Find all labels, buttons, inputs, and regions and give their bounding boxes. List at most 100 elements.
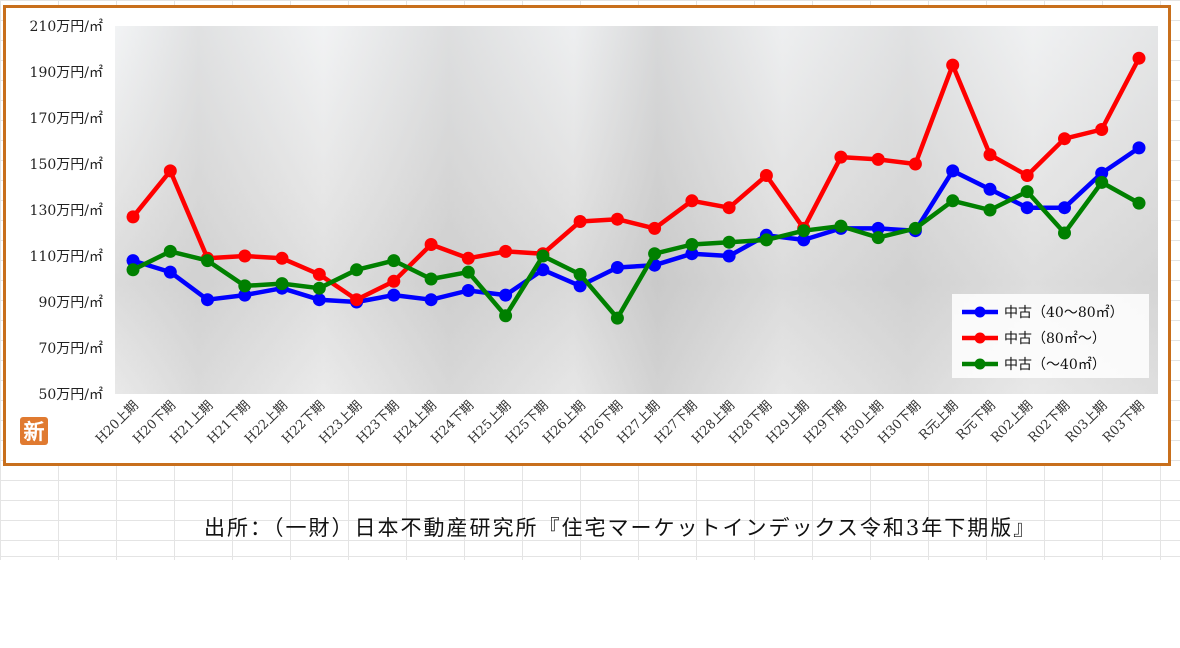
data-point	[499, 244, 513, 258]
data-point	[424, 293, 438, 307]
data-point	[908, 157, 922, 171]
data-point	[573, 215, 587, 228]
data-point	[573, 279, 587, 293]
y-tick-label: 50万円/㎡	[38, 387, 103, 403]
data-point	[722, 201, 736, 215]
data-point	[201, 254, 214, 268]
data-point	[1058, 132, 1071, 146]
data-point	[685, 247, 699, 261]
data-point	[648, 221, 662, 235]
data-point	[201, 293, 214, 307]
data-point	[871, 231, 885, 245]
data-point	[312, 293, 326, 307]
data-point	[834, 150, 848, 164]
y-axis: 50万円/㎡ 70万円/㎡ 90万円/㎡ 110万円/㎡ 130万円/㎡ 150万円/㎡ 1…	[30, 19, 103, 403]
data-point	[946, 58, 960, 72]
data-point	[461, 265, 475, 279]
y-tick-label: 70万円/㎡	[38, 341, 103, 357]
data-point	[461, 284, 475, 297]
data-point	[238, 249, 252, 263]
x-axis: H20上期H20下期H21上期H21下期H22上期H22下期H23上期H23下期…	[93, 398, 1148, 447]
series-line	[131, 57, 1141, 302]
data-point	[983, 182, 997, 196]
data-point	[573, 267, 587, 281]
series-line	[132, 180, 1141, 321]
data-point	[536, 249, 550, 263]
data-point	[722, 235, 736, 249]
data-point	[424, 238, 438, 251]
new-badge-text: 新	[24, 419, 45, 444]
data-point	[461, 251, 475, 265]
data-point	[163, 164, 177, 178]
y-tick-label: 170万円/㎡	[30, 111, 103, 127]
legend-swatch-dot	[974, 358, 986, 370]
data-point	[163, 244, 177, 258]
data-point	[312, 281, 326, 295]
data-point	[238, 279, 252, 293]
data-point	[238, 288, 252, 302]
data-point	[536, 263, 550, 277]
legend-label: 中古（40～80㎡）	[1004, 305, 1124, 321]
data-point	[1132, 51, 1146, 65]
x-tick-label: R元上期	[916, 398, 961, 443]
data-point	[1058, 201, 1071, 215]
data-point	[871, 152, 885, 166]
price-chart: 50万円/㎡ 70万円/㎡ 90万円/㎡ 110万円/㎡ 130万円/㎡ 150万円/㎡ 1…	[20, 19, 1149, 447]
data-point	[387, 288, 401, 302]
data-point	[1020, 201, 1034, 215]
data-point	[499, 288, 513, 302]
data-point	[1132, 196, 1146, 210]
y-tick-label: 130万円/㎡	[30, 203, 103, 219]
data-point	[387, 274, 401, 288]
legend-label: 中古（～40㎡）	[1004, 357, 1106, 373]
data-point	[797, 224, 811, 238]
legend: 中古（40～80㎡） 中古（80㎡～） 中古（～40㎡）	[952, 294, 1149, 378]
data-point	[1132, 141, 1146, 155]
y-tick-label: 150万円/㎡	[30, 157, 103, 173]
legend-label: 中古（80㎡～）	[1004, 331, 1106, 347]
data-point	[126, 263, 140, 277]
data-point	[1095, 123, 1109, 136]
series-line	[132, 146, 1141, 305]
data-point	[275, 251, 289, 265]
series-layer	[126, 51, 1146, 325]
data-point	[610, 212, 624, 226]
y-tick-label: 110万円/㎡	[30, 249, 103, 265]
data-point	[685, 194, 699, 208]
data-point	[871, 221, 885, 235]
new-badge: 新	[20, 417, 48, 445]
data-point	[797, 233, 811, 247]
data-point	[610, 311, 624, 325]
data-point	[908, 221, 922, 235]
data-point	[499, 309, 513, 323]
y-tick-label: 190万円/㎡	[30, 65, 103, 81]
data-point	[759, 233, 773, 247]
legend-swatch-dot	[974, 306, 986, 318]
data-point	[350, 293, 364, 307]
data-point	[350, 263, 364, 277]
data-point	[1058, 226, 1071, 240]
data-point	[1020, 185, 1034, 199]
y-tick-label: 90万円/㎡	[38, 295, 103, 311]
data-point	[834, 219, 848, 233]
sheet-divider	[0, 556, 1180, 557]
data-point	[126, 254, 140, 268]
data-point	[946, 164, 960, 178]
source-citation: 出所：（一財）日本不動産研究所『住宅マーケットインデックス令和3年下期版』	[204, 516, 1037, 540]
y-tick-label: 210万円/㎡	[30, 19, 103, 35]
data-point	[983, 203, 997, 217]
new-badge-box	[20, 417, 48, 445]
data-point	[722, 249, 736, 263]
data-point	[424, 272, 438, 286]
data-point	[312, 267, 326, 281]
data-point	[759, 169, 773, 182]
series-2	[126, 175, 1146, 325]
data-point	[1020, 169, 1034, 182]
legend-swatch-dot	[974, 332, 986, 344]
data-point	[685, 238, 699, 251]
data-point	[1095, 175, 1109, 189]
data-point	[648, 247, 662, 261]
data-point	[387, 254, 401, 268]
data-point	[275, 277, 289, 291]
data-point	[983, 148, 997, 162]
